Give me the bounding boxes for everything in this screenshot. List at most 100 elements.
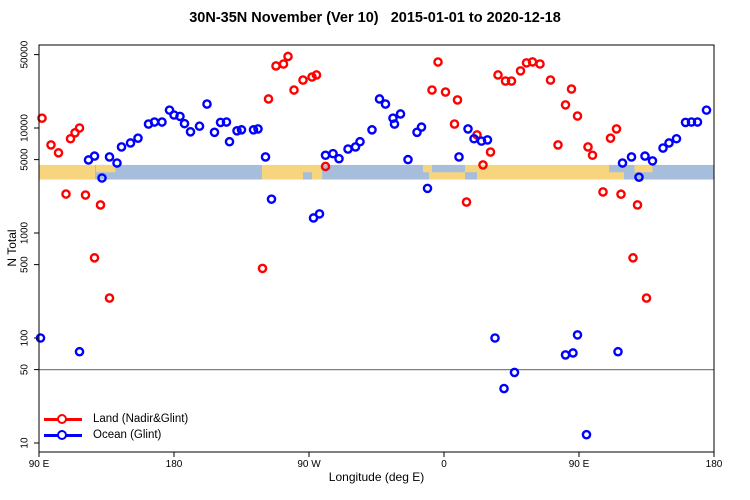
x-tick-label: 90 W: [297, 459, 321, 470]
legend-label-land: Land (Nadir&Glint): [93, 413, 189, 425]
data-point-ocean: [686, 117, 697, 127]
land-band-segment: [262, 164, 323, 180]
data-point-ocean: [403, 154, 413, 165]
data-point-land: [61, 189, 71, 199]
data-point-land: [271, 61, 281, 71]
x-axis-title: Longitude (deg E): [328, 470, 425, 484]
y-tick-label: 100: [20, 329, 31, 346]
data-point-ocean: [209, 127, 220, 138]
data-point-ocean: [560, 350, 571, 360]
y-tick-label: 10: [20, 437, 31, 449]
data-point-ocean: [613, 346, 623, 357]
data-point-land: [527, 57, 538, 67]
data-point-land: [257, 263, 268, 274]
data-point-land: [605, 133, 616, 143]
data-point-ocean: [499, 383, 509, 394]
data-point-land: [598, 187, 608, 197]
legend-marker-land: [44, 413, 82, 425]
data-point-ocean: [104, 152, 115, 162]
x-tick-label: 90 E: [569, 459, 590, 470]
ocean-band-patch: [432, 164, 465, 173]
land-band-segment: [429, 164, 624, 180]
data-point-land: [572, 111, 583, 121]
legend-marker-ocean: [44, 429, 82, 441]
data-point-ocean: [374, 94, 385, 104]
data-point-ocean: [224, 136, 235, 147]
y-tick-label: 50: [20, 364, 31, 376]
data-point-ocean: [116, 142, 127, 152]
data-point-land: [583, 142, 593, 152]
data-point-ocean: [634, 172, 644, 182]
data-point-ocean: [157, 117, 167, 127]
data-point-ocean: [626, 152, 637, 162]
plot-frame: [38, 44, 715, 453]
data-point-land: [506, 76, 517, 86]
data-point-land: [632, 200, 643, 210]
data-point-ocean: [640, 151, 650, 161]
data-point-land: [560, 100, 571, 110]
data-point-ocean: [236, 125, 247, 135]
data-point-ocean: [671, 133, 682, 144]
y-tick-label: 10000: [20, 114, 31, 142]
data-point-ocean: [463, 124, 473, 134]
chart-title: 30N-35N November (Ver 10) 2015-01-01 to …: [189, 10, 561, 26]
data-point-land: [452, 95, 463, 105]
y-tick-label: 5000: [20, 148, 31, 171]
ocean-band-patch: [465, 172, 477, 180]
data-point-land: [628, 253, 638, 263]
data-point-land: [95, 200, 106, 210]
land-band-segment: [39, 164, 95, 180]
data-point-land: [311, 70, 322, 80]
data-point-ocean: [658, 143, 668, 153]
data-point-ocean: [320, 150, 331, 161]
y-tick-label: 50000: [20, 40, 31, 68]
data-point-land: [553, 140, 563, 150]
data-point-land: [46, 140, 56, 150]
data-point-land: [320, 161, 331, 172]
data-point-ocean: [422, 183, 433, 194]
data-point-land: [53, 148, 64, 158]
data-point-ocean: [185, 127, 196, 137]
legend: Land (Nadir&Glint) Ocean (Glint): [44, 411, 188, 443]
data-point-ocean: [647, 156, 658, 166]
data-point-land: [433, 57, 443, 67]
data-point-ocean: [266, 194, 277, 204]
data-point-land: [104, 293, 115, 303]
data-point-ocean: [568, 348, 578, 358]
data-point-ocean: [232, 126, 242, 136]
data-point-ocean: [179, 118, 190, 129]
data-point-ocean: [260, 152, 271, 162]
data-point-ocean: [125, 138, 136, 148]
ocean-band-patch: [609, 164, 624, 173]
data-point-ocean: [482, 135, 493, 145]
data-point-land: [535, 59, 545, 69]
data-point-land: [278, 59, 289, 69]
data-point-land: [449, 119, 460, 129]
data-point-ocean: [175, 111, 185, 122]
data-point-land: [545, 75, 556, 85]
data-point-land: [478, 160, 488, 170]
x-tick-label: 180: [166, 459, 183, 470]
data-point-ocean: [380, 99, 391, 109]
data-point-ocean: [194, 121, 205, 132]
ocean-band-patch: [303, 172, 312, 180]
y-tick-label: 500: [20, 256, 31, 273]
data-point-ocean: [454, 152, 464, 162]
data-point-ocean: [664, 138, 674, 148]
data-point-land: [289, 85, 299, 95]
data-point-land: [461, 197, 472, 207]
data-point-land: [587, 150, 598, 161]
data-point-land: [641, 293, 652, 303]
data-point-ocean: [133, 133, 143, 143]
data-point-land: [263, 94, 274, 104]
data-point-land: [440, 87, 451, 97]
data-point-ocean: [253, 124, 263, 134]
data-point-ocean: [367, 125, 377, 135]
data-point-ocean: [355, 136, 365, 147]
data-point-ocean: [395, 109, 406, 119]
data-point-land: [493, 70, 503, 80]
legend-item-ocean: Ocean (Glint): [44, 427, 188, 443]
data-point-ocean: [314, 209, 325, 219]
data-point-ocean: [328, 148, 338, 159]
